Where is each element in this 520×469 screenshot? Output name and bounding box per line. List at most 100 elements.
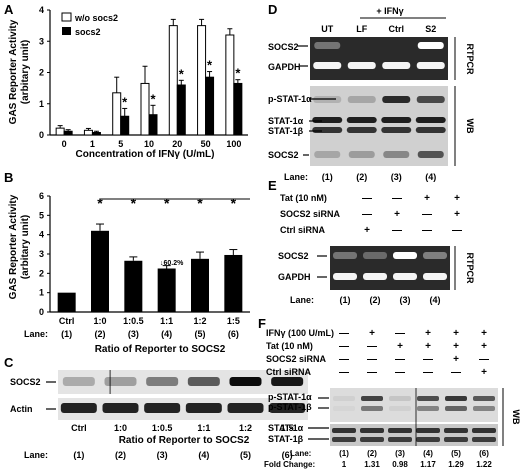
band-stat1b [360,437,384,442]
panel-c-categories: Ctrl 1:0 1:0.5 1:1 1:2 1:5 [71,423,294,433]
band-stat1b [312,127,343,133]
band-gapdh [382,62,411,69]
panel-d-treatment: + IFNγ [376,6,403,16]
band-pstat1a [333,396,355,401]
band-actin [227,403,264,413]
band-socs2 [62,377,95,386]
band-socs2 [229,377,262,386]
category-label: Ctrl [71,423,87,433]
panel-b-xlabel: Ratio of Reporter to SOCS2 [95,344,226,355]
condition-sign: + [425,328,431,339]
condition-sign: + [454,193,460,204]
bar-socs2 [63,130,73,136]
panel-f-conditions: IFNγ (100 U/mL) — + — + + + Tat (10 nM) — — + + + + SO… [266,328,489,378]
bar-wo-socs2 [55,127,65,136]
band-stat1b [381,127,412,133]
lane-number: (3) [128,329,139,339]
condition-sign: — [367,367,377,378]
panel-f-row-stat1b: STAT-1β [268,434,304,444]
bar [124,260,143,312]
x-tick-label: 20 [172,139,182,149]
bar-wo-socs2 [140,82,150,136]
blot-f-pstat [330,388,498,422]
category-label: 1:0.5 [152,423,173,433]
lane-number: (3) [395,449,405,458]
band-pstat1b [333,406,355,411]
band-actin [60,403,97,413]
lane-number: (4) [161,329,172,339]
lane-number: (5) [195,329,206,339]
lane-number: (6) [228,329,239,339]
panel-b-letter: B [4,170,13,185]
band-socs2-wb [314,151,341,158]
bar-wo-socs2 [225,34,235,136]
band-stat1b [332,437,356,442]
condition-sign: — [339,328,349,339]
band-stat1b [444,437,468,442]
band-stat1b [472,437,496,442]
bar [57,292,76,312]
panel-d-letter: D [268,2,277,17]
fold-change-value: 1.17 [420,460,436,469]
condition-sign: + [481,341,487,352]
blot-e-rtpcr [330,246,450,290]
band-socs2-wb [417,151,444,158]
fold-change-value: 1.29 [448,460,464,469]
band-socs2-rt [417,42,444,49]
bar [224,254,243,312]
condition-label: SOCS2 siRNA [280,209,341,219]
panel-d-row-stat1b: STAT-1β [268,126,304,136]
panel-f-row-stat1a: STAT-1α [268,423,304,433]
panel-f-row-pstat1b: p-STAT-1β [268,402,312,412]
band-pstat1b [473,406,495,411]
panel-f-row-pstat1a: p-STAT-1α [268,392,312,402]
band-gapdh [347,62,376,69]
band-stat1b [415,127,446,133]
panel-a-ylabel-line2: (arbitary unit) [20,40,31,104]
fold-change-value: 0.98 [392,460,408,469]
y-tick-label: 3 [39,36,44,46]
condition-sign: — [367,354,377,365]
condition-sign: — [395,367,405,378]
condition-sign: + [481,367,487,378]
lane-number: (4) [198,450,209,460]
y-tick-label: 3 [39,249,44,259]
condition-sign: — [339,341,349,352]
band-pstat1a [382,96,411,103]
legend-swatch-wo-socs2 [61,12,72,22]
panel-b-annotation: ↓60.2% [160,260,184,267]
condition-sign: — [367,341,377,352]
panel-f-letter: F [258,316,266,331]
significance-star: * [179,66,185,81]
fold-change-value: 1.31 [364,460,380,469]
band-gapdh [416,62,445,69]
lane-number: (6) [282,450,293,460]
condition-sign: — [392,225,402,236]
condition-sign: + [454,209,460,220]
band-stat1a [332,428,356,433]
panel-b-ylabel-line1: GAS Reporter Activity [8,194,19,299]
condition-sign: + [424,193,430,204]
band-gapdh [313,62,342,69]
lane-number: (2) [367,449,377,458]
condition-sign: — [339,367,349,378]
condition-sign: + [481,328,487,339]
panel-d-columns: UT LF Ctrl S2 [321,24,436,34]
band-socs2 [146,377,179,386]
panel-d-row-pstat1a: p-STAT-1α [268,94,312,104]
x-tick-label: 10 [144,139,154,149]
panel-c-lanes: (1) (2) (3) (4) (5) (6) [73,450,292,460]
panel-d-side-wb: WB [465,119,475,134]
band-stat1a [416,428,440,433]
condition-label: IFNγ (100 U/mL) [266,328,334,338]
significance-star: * [150,91,156,106]
condition-sign: + [397,341,403,352]
legend-swatch-socs2 [62,27,71,35]
significance-star: * [235,66,241,81]
panel-c-letter: C [4,355,14,370]
band-actin [144,403,181,413]
condition-sign: + [425,341,431,352]
x-tick-label: 1:0 [93,316,106,326]
band-gapdh [363,273,387,280]
significance-star: * [97,195,103,211]
